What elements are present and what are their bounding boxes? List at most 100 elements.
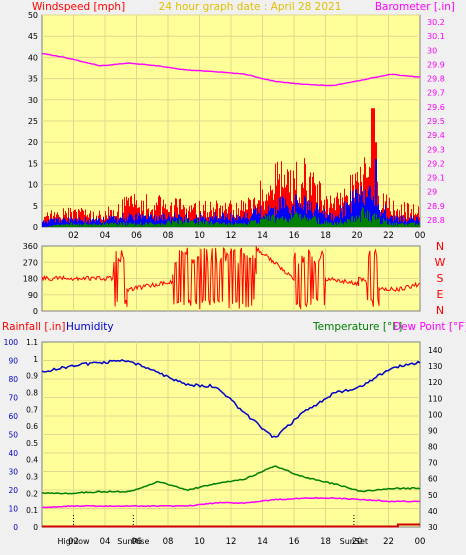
wind-tick-label: 5	[33, 202, 38, 211]
wind-tick-label: 30	[28, 96, 38, 105]
rainfall-tick-label: 0.1	[26, 506, 38, 515]
temperature-tick-label: 60	[428, 475, 438, 484]
barometer-series	[41, 52, 421, 87]
humidity-tick-label: 10	[8, 505, 18, 514]
barometer-tick-label: 29.2	[427, 159, 445, 168]
temperature-series	[41, 465, 421, 495]
barometer-tick-label: 29.4	[427, 131, 445, 140]
x-tick-label: 14	[257, 231, 268, 241]
humidity-axis-label: Humidity	[66, 321, 114, 333]
windspeed-axis-label: Windspeed [mph]	[32, 1, 125, 13]
temperature-tick-label: 100	[428, 410, 443, 419]
rainfall-tick-label: 0.9	[26, 372, 38, 381]
x-tick-label: 08	[163, 231, 174, 241]
temperature-tick-label: 50	[428, 491, 438, 500]
x-tick-label: 22	[383, 231, 394, 241]
barometer-tick-label: 28.8	[427, 216, 445, 225]
dewpoint-series	[41, 496, 421, 509]
x-tick-label: 16	[289, 231, 300, 241]
x-tick-label-bottom: 14	[257, 537, 268, 547]
x-tick-label: 04	[100, 231, 111, 241]
direction-tick-label: 0	[33, 307, 38, 316]
event-marker-label: Highlow	[57, 537, 90, 546]
compass-label: N	[436, 240, 444, 253]
direction-tick-label: 180	[23, 275, 38, 284]
x-tick-label: 06	[131, 231, 142, 241]
humidity-tick-label: 40	[8, 449, 18, 458]
humidity-series	[41, 359, 421, 439]
x-tick-label: 20	[352, 231, 363, 241]
rainfall-tick-label: 0.3	[26, 473, 38, 482]
wind-tick-label: 40	[28, 53, 38, 62]
wind-tick-label: 10	[28, 181, 38, 190]
rainfall-tick-label: 0.2	[26, 489, 38, 498]
x-tick-label-bottom: 22	[383, 537, 394, 547]
barometer-tick-label: 29.9	[427, 60, 445, 69]
wind-tick-label: 45	[28, 32, 38, 41]
temperature-tick-label: 110	[428, 394, 443, 403]
temperature-tick-label: 70	[428, 459, 438, 468]
rainfall-tick-label: 1.1	[26, 338, 38, 347]
wind-tick-label: 20	[28, 138, 38, 147]
wind-tick-label: 0	[33, 223, 38, 232]
humidity-tick-label: 20	[8, 486, 18, 495]
direction-tick-label: 270	[23, 258, 38, 267]
wind-direction-series	[41, 246, 421, 311]
humidity-tick-label: 80	[8, 375, 18, 384]
barometer-tick-label: 29.7	[427, 89, 445, 98]
x-tick-label: 10	[194, 231, 205, 241]
temperature-tick-label: 90	[428, 426, 438, 435]
humidity-tick-label: 50	[8, 431, 18, 440]
rainfall-tick-label: 0.8	[26, 388, 38, 397]
barometer-tick-label: 29.6	[427, 103, 445, 112]
barometer-tick-label: 30.2	[427, 18, 445, 27]
wind-tick-label: 15	[28, 159, 38, 168]
rainfall-series	[42, 523, 420, 528]
humidity-tick-label: 0	[13, 523, 18, 532]
temperature-tick-label: 30	[428, 523, 438, 532]
wind-low-series	[43, 206, 420, 227]
x-tick-label: 02	[68, 231, 79, 241]
rainfall-tick-label: 0.7	[26, 405, 38, 414]
direction-tick-label: 360	[23, 242, 38, 251]
wind-tick-label: 35	[28, 75, 38, 84]
x-tick-label-bottom: 02	[68, 537, 79, 547]
compass-label: N	[436, 304, 444, 317]
barometer-tick-label: 29.8	[427, 75, 445, 84]
rainfall-tick-label: 0	[33, 523, 38, 532]
x-tick-label: 12	[226, 231, 237, 241]
x-tick-label: 00	[415, 231, 426, 241]
graph-date-title: 24 hour graph date : April 28 2021	[159, 1, 342, 13]
x-tick-label: 18	[320, 231, 331, 241]
rainfall-tick-label: 1	[33, 355, 38, 364]
humidity-tick-label: 60	[8, 412, 18, 421]
x-tick-label-bottom: 08	[163, 537, 174, 547]
rainfall-tick-label: 0.5	[26, 439, 38, 448]
humidity-tick-label: 90	[8, 357, 18, 366]
barometer-tick-label: 30.1	[427, 32, 445, 41]
temperature-axis-label: Temperature [°F]	[312, 321, 402, 333]
compass-label: E	[437, 288, 444, 301]
x-tick-label-bottom: 00	[415, 537, 426, 547]
temperature-tick-label: 40	[428, 507, 438, 516]
wind-tick-label: 50	[28, 11, 38, 20]
x-tick-label-bottom: 18	[320, 537, 331, 547]
rainfall-axis-label: Rainfall [.in]	[2, 321, 65, 333]
temperature-tick-label: 130	[428, 362, 443, 371]
x-tick-label-bottom: 20	[352, 537, 363, 547]
barometer-tick-label: 29.5	[427, 117, 445, 126]
direction-tick-label: 90	[28, 291, 38, 300]
event-marker-label: SunSet	[340, 537, 368, 546]
barometer-tick-label: 28.9	[427, 202, 445, 211]
x-tick-label-bottom: 16	[289, 537, 300, 547]
temperature-tick-label: 80	[428, 443, 438, 452]
compass-label: W	[435, 256, 446, 269]
barometer-tick-label: 29.3	[427, 145, 445, 154]
x-tick-label-bottom: 04	[100, 537, 111, 547]
barometer-tick-label: 29	[427, 188, 437, 197]
rainfall-tick-label: 0.6	[26, 422, 38, 431]
rainfall-tick-label: 0.4	[26, 456, 38, 465]
x-tick-label-bottom: 06	[131, 537, 142, 547]
humidity-tick-label: 30	[8, 468, 18, 477]
